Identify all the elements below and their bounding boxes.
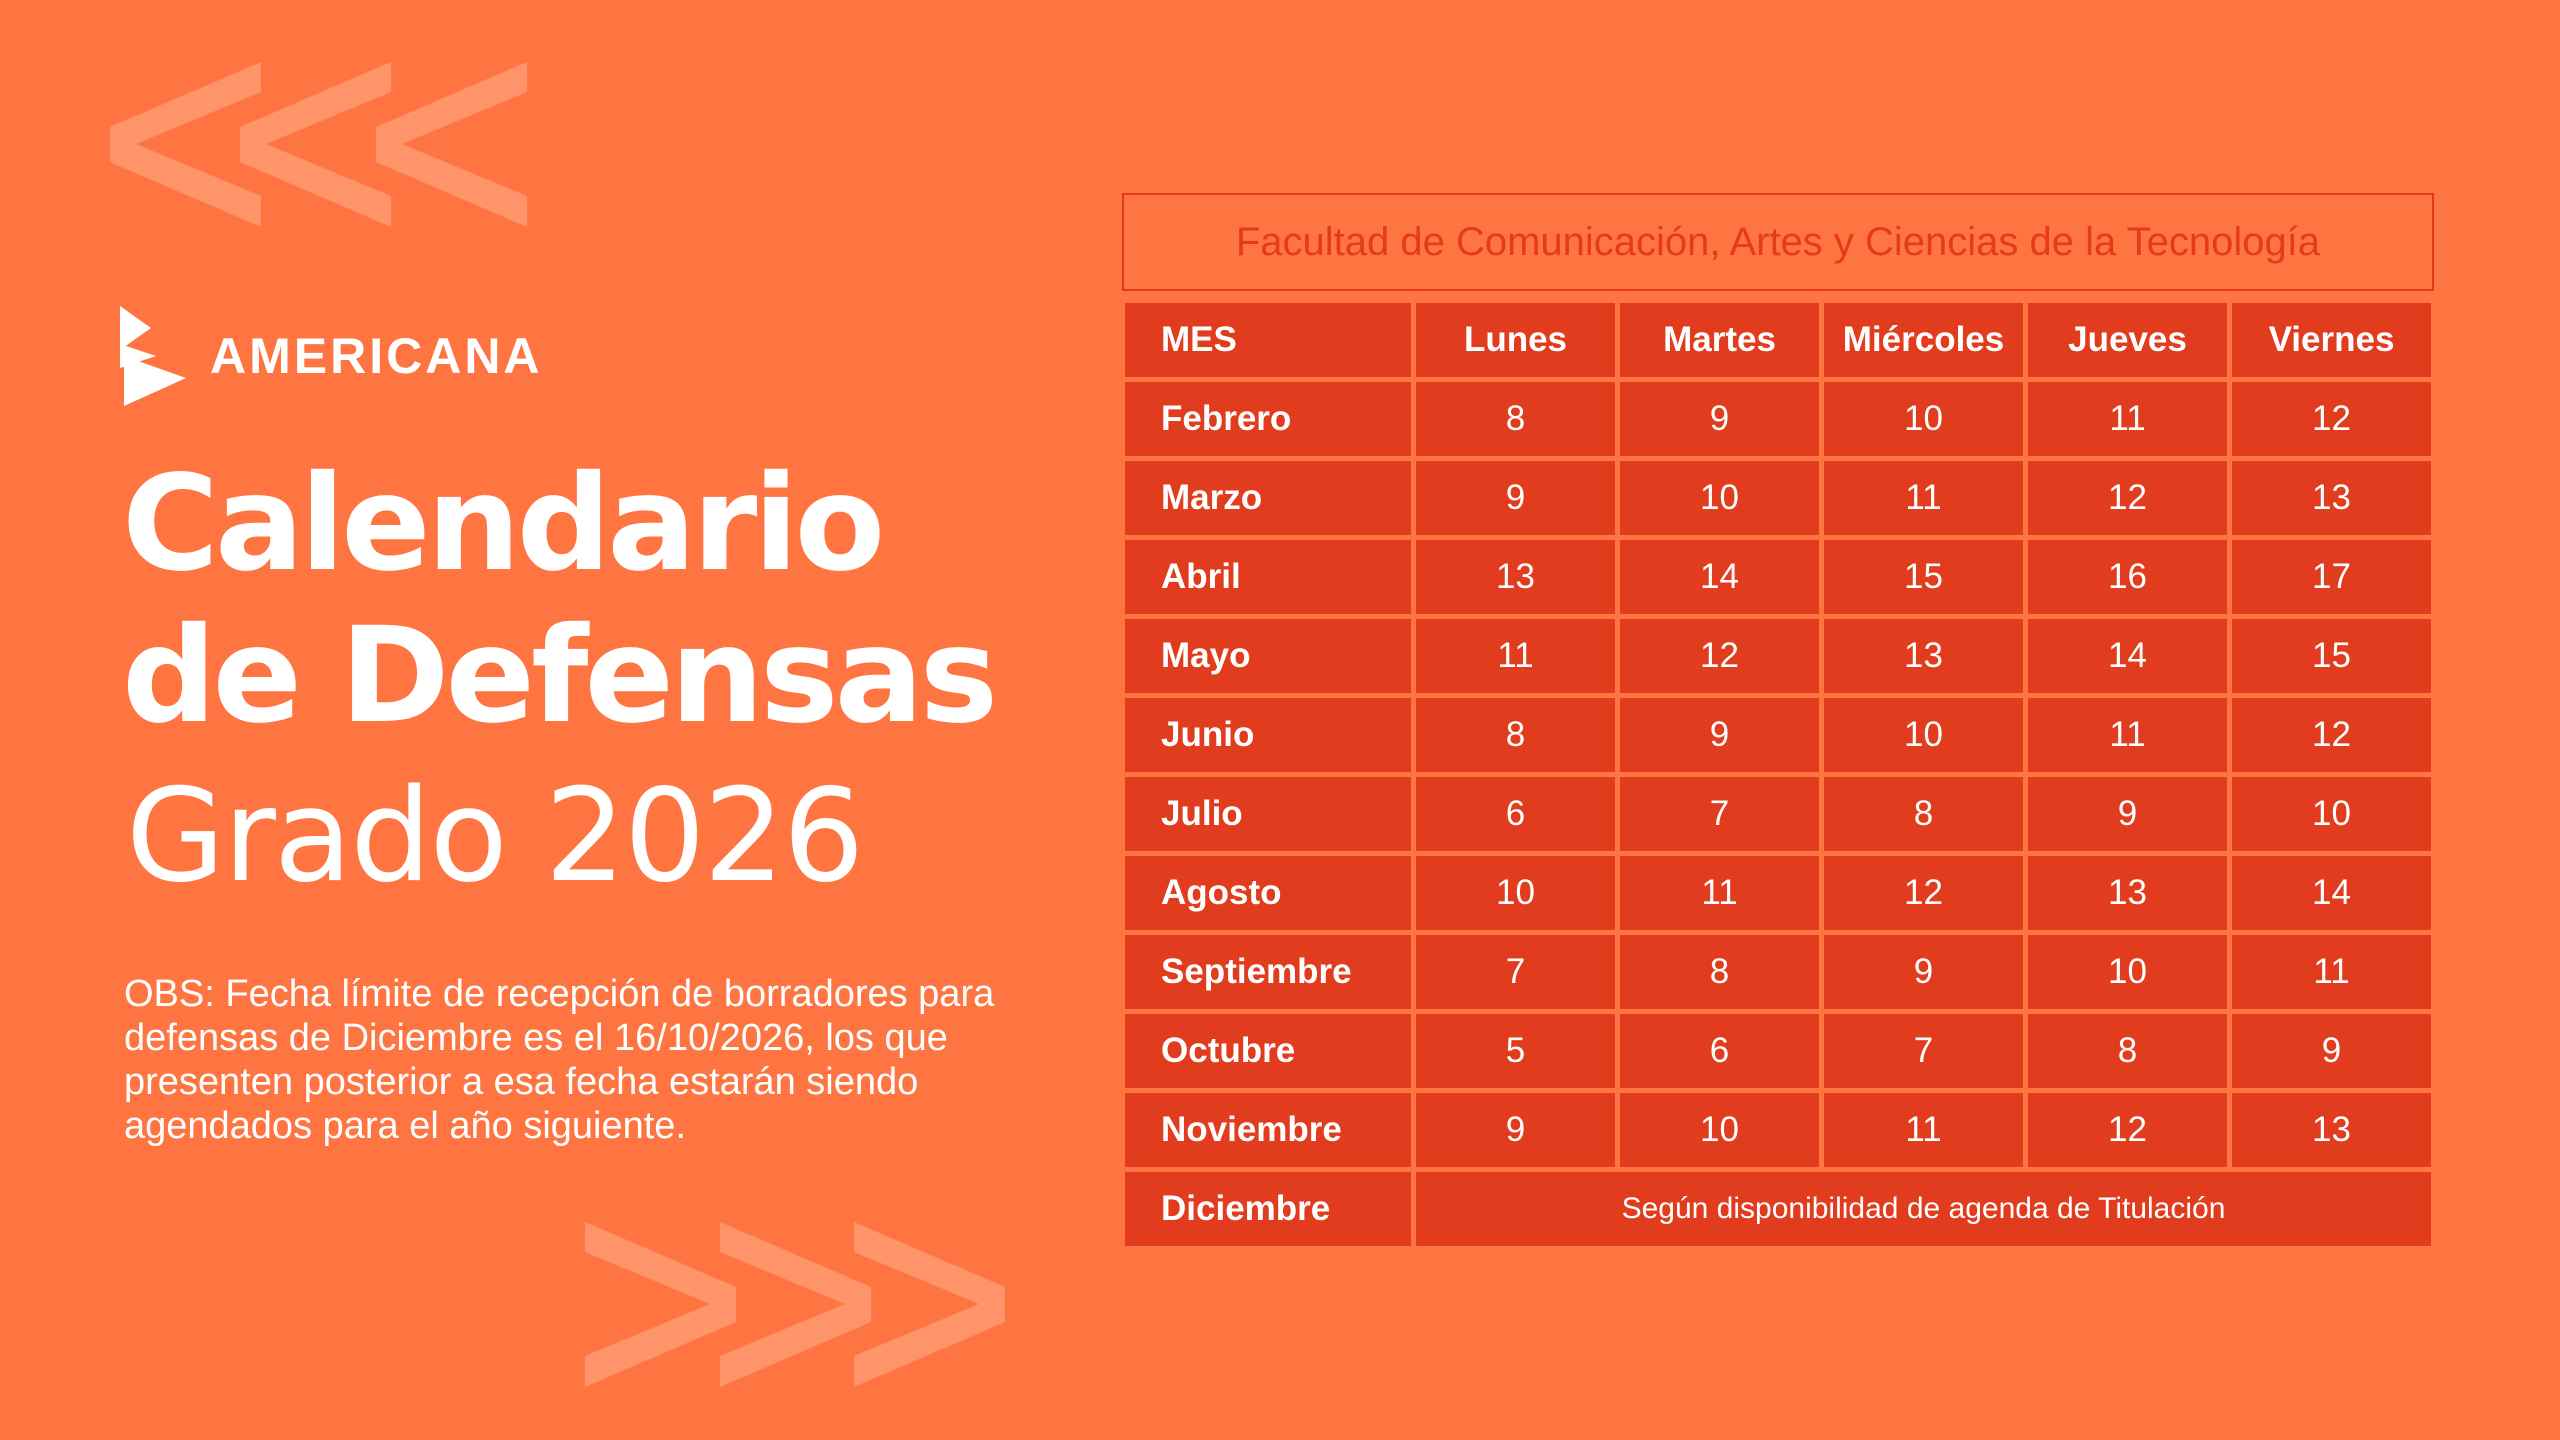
header-lunes: Lunes xyxy=(1416,303,1615,377)
day-cell: 9 xyxy=(1416,461,1615,535)
brand-name: AMERICANA xyxy=(210,328,543,384)
month-cell: Mayo xyxy=(1125,619,1411,693)
day-cell: 16 xyxy=(2028,540,2227,614)
day-cell: 12 xyxy=(2028,461,2227,535)
table-row-diciembre: Diciembre Según disponibilidad de agenda… xyxy=(1125,1172,2431,1246)
faculty-title: Facultad de Comunicación, Artes y Cienci… xyxy=(1122,193,2434,291)
day-cell: 9 xyxy=(2232,1014,2431,1088)
day-cell: 11 xyxy=(2028,382,2227,456)
day-cell: 5 xyxy=(1416,1014,1615,1088)
day-cell: 13 xyxy=(2028,856,2227,930)
table-row: Marzo 9 10 11 12 13 xyxy=(1125,461,2431,535)
day-cell: 13 xyxy=(2232,1093,2431,1167)
month-cell: Noviembre xyxy=(1125,1093,1411,1167)
header-miercoles: Miércoles xyxy=(1824,303,2023,377)
day-cell: 9 xyxy=(1620,382,1819,456)
day-cell: 11 xyxy=(2232,935,2431,1009)
table-row: Septiembre 7 8 9 10 11 xyxy=(1125,935,2431,1009)
day-cell: 12 xyxy=(1620,619,1819,693)
day-cell: 7 xyxy=(1416,935,1615,1009)
day-cell: 10 xyxy=(1620,461,1819,535)
table-row: Abril 13 14 15 16 17 xyxy=(1125,540,2431,614)
table-row: Mayo 11 12 13 14 15 xyxy=(1125,619,2431,693)
day-cell: 10 xyxy=(2028,935,2227,1009)
header-martes: Martes xyxy=(1620,303,1819,377)
obs-note: OBS: Fecha límite de recepción de borrad… xyxy=(124,973,995,1147)
month-cell: Diciembre xyxy=(1125,1172,1411,1246)
day-cell: 11 xyxy=(1416,619,1615,693)
month-cell: Septiembre xyxy=(1125,935,1411,1009)
day-cell: 12 xyxy=(2028,1093,2227,1167)
day-cell: 8 xyxy=(1416,382,1615,456)
day-cell: 15 xyxy=(1824,540,2023,614)
table-row: Octubre 5 6 7 8 9 xyxy=(1125,1014,2431,1088)
page-subtitle: Grado 2026 xyxy=(126,762,864,911)
table-row: Agosto 10 11 12 13 14 xyxy=(1125,856,2431,930)
header-viernes: Viernes xyxy=(2232,303,2431,377)
day-cell: 17 xyxy=(2232,540,2431,614)
day-cell: 8 xyxy=(1416,698,1615,772)
table-row: Febrero 8 9 10 11 12 xyxy=(1125,382,2431,456)
day-cell: 11 xyxy=(2028,698,2227,772)
chevrons-left-icon xyxy=(110,62,527,227)
header-mes: MES xyxy=(1125,303,1411,377)
month-cell: Octubre xyxy=(1125,1014,1411,1088)
day-cell: 6 xyxy=(1416,777,1615,851)
table-row: Noviembre 9 10 11 12 13 xyxy=(1125,1093,2431,1167)
day-cell: 13 xyxy=(1416,540,1615,614)
title-line-2: de Defensas xyxy=(122,599,998,753)
day-cell: 11 xyxy=(1620,856,1819,930)
table-row: Junio 8 9 10 11 12 xyxy=(1125,698,2431,772)
day-cell: 8 xyxy=(2028,1014,2227,1088)
table-header-row: MES Lunes Martes Miércoles Jueves Vierne… xyxy=(1125,303,2431,377)
day-cell: 14 xyxy=(2028,619,2227,693)
day-cell: 7 xyxy=(1620,777,1819,851)
day-cell: 10 xyxy=(1620,1093,1819,1167)
day-cell: 14 xyxy=(1620,540,1819,614)
month-cell: Abril xyxy=(1125,540,1411,614)
day-cell: 11 xyxy=(1824,1093,2023,1167)
day-cell: 7 xyxy=(1824,1014,2023,1088)
day-cell: 10 xyxy=(2232,777,2431,851)
month-cell: Agosto xyxy=(1125,856,1411,930)
day-cell: 11 xyxy=(1824,461,2023,535)
day-cell: 9 xyxy=(2028,777,2227,851)
americana-logo-icon xyxy=(120,306,186,406)
chevrons-right-icon xyxy=(585,1222,1005,1387)
day-cell: 14 xyxy=(2232,856,2431,930)
day-cell: 10 xyxy=(1824,382,2023,456)
title-line-1: Calendario xyxy=(122,447,885,601)
day-cell: 9 xyxy=(1824,935,2023,1009)
day-cell: 9 xyxy=(1620,698,1819,772)
day-cell: 13 xyxy=(1824,619,2023,693)
day-cell: 13 xyxy=(2232,461,2431,535)
day-cell: 12 xyxy=(1824,856,2023,930)
day-cell: 6 xyxy=(1620,1014,1819,1088)
table-row: Julio 6 7 8 9 10 xyxy=(1125,777,2431,851)
month-cell: Febrero xyxy=(1125,382,1411,456)
day-cell: 15 xyxy=(2232,619,2431,693)
month-cell: Marzo xyxy=(1125,461,1411,535)
day-cell: 12 xyxy=(2232,382,2431,456)
day-cell: 12 xyxy=(2232,698,2431,772)
month-cell: Junio xyxy=(1125,698,1411,772)
brand-logo: AMERICANA xyxy=(120,306,543,406)
day-cell: 10 xyxy=(1416,856,1615,930)
day-cell: 8 xyxy=(1824,777,2023,851)
page-title: Calendario de Defensas xyxy=(122,447,998,753)
defense-schedule-table: MES Lunes Martes Miércoles Jueves Vierne… xyxy=(1120,298,2436,1251)
diciembre-note-cell: Según disponibilidad de agenda de Titula… xyxy=(1416,1172,2431,1246)
header-jueves: Jueves xyxy=(2028,303,2227,377)
day-cell: 10 xyxy=(1824,698,2023,772)
day-cell: 9 xyxy=(1416,1093,1615,1167)
month-cell: Julio xyxy=(1125,777,1411,851)
day-cell: 8 xyxy=(1620,935,1819,1009)
